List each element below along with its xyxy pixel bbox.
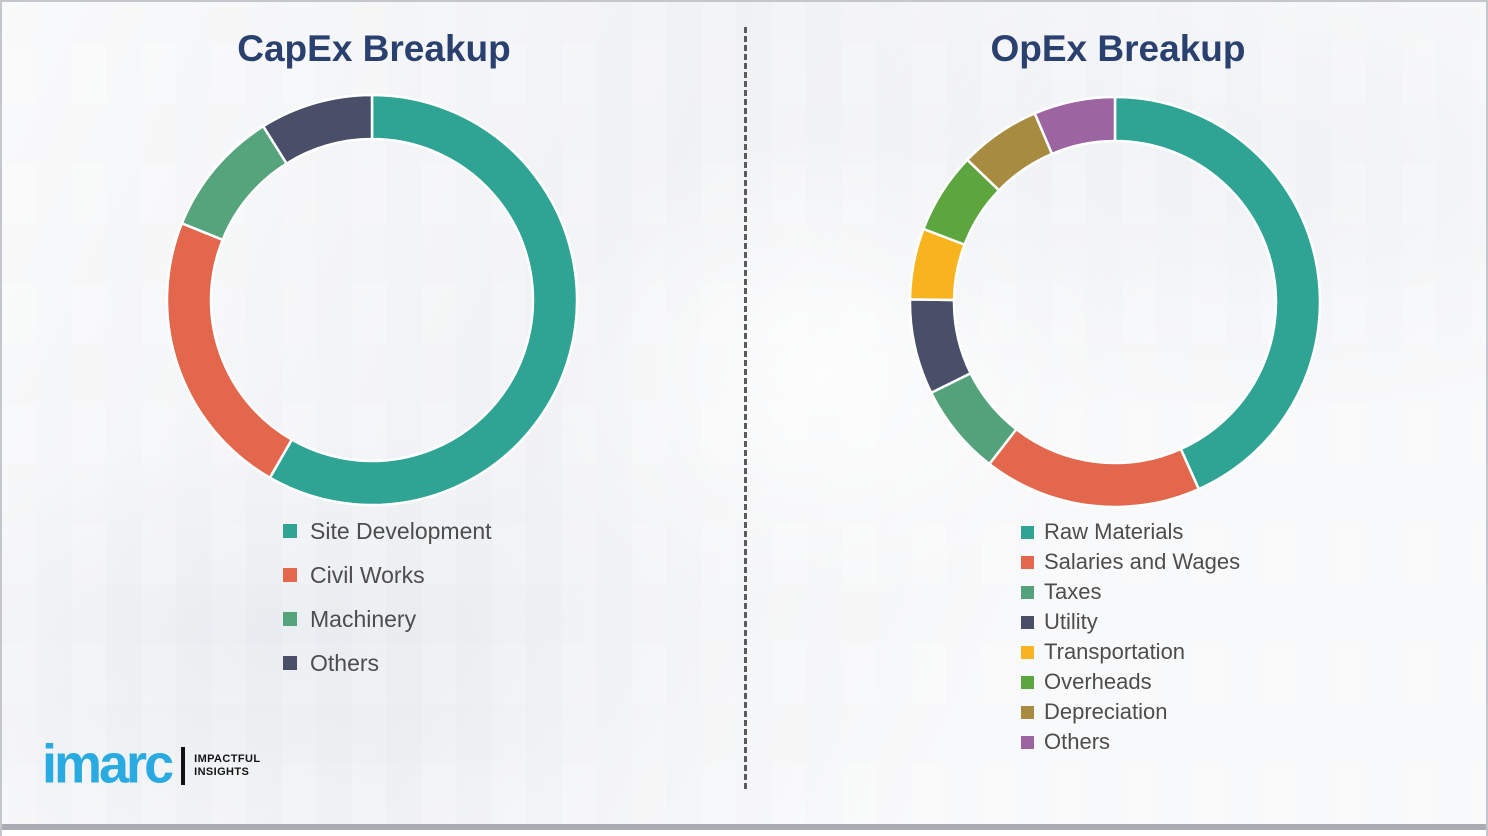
panel-divider-dashed-line [744,27,747,789]
legend-label: Civil Works [310,561,425,588]
legend-item-others: Others [1021,727,1240,757]
donut-segment-utility [908,298,972,395]
legend-label: Utility [1044,609,1098,634]
donut-segment-site-development [268,93,579,507]
legend-swatch-others [283,656,297,670]
donut-segment-civil-works [165,222,294,479]
legend-label: Taxes [1044,579,1102,604]
bottom-border-band [2,824,1486,830]
legend-swatch-salaries-and-wages [1021,555,1034,569]
legend-item-site-development: Site Development [283,509,492,553]
legend-label: Machinery [310,605,417,632]
legend-swatch-site-development [283,524,297,538]
legend-label: Site Development [310,517,492,544]
donut-segment-others [262,93,374,165]
legend-label: Raw Materials [1044,519,1184,544]
legend-item-transportation: Transportation [1021,637,1240,667]
legend-swatch-civil-works [283,568,297,582]
legend-label: Others [310,649,380,676]
legend-item-salaries-and-wages: Salaries and Wages [1021,547,1240,577]
legend-item-civil-works: Civil Works [283,553,492,597]
opex-donut-chart [908,95,1322,509]
donut-segment-others [1033,95,1117,156]
legend-label: Transportation [1044,639,1186,664]
legend-swatch-raw-materials [1021,525,1034,539]
imarc-logo: imarc IMPACTFUL INSIGHTS [42,733,260,795]
legend-item-taxes: Taxes [1021,577,1240,607]
capex-legend: Site Development Civil Works Machinery Othe… [283,509,492,685]
opex-legend: Raw Materials Salaries and Wages Taxes Util… [1021,517,1240,757]
legend-label: Others [1044,729,1111,754]
donut-segment-salaries-and-wages [988,427,1201,509]
legend-label: Depreciation [1044,699,1168,724]
logo-divider-bar [181,747,186,785]
legend-swatch-utility [1021,615,1034,629]
legend-swatch-taxes [1021,585,1034,599]
legend-swatch-overheads [1021,675,1034,689]
legend-item-utility: Utility [1021,607,1240,637]
legend-label: Overheads [1044,669,1152,694]
legend-item-machinery: Machinery [283,597,492,641]
logo-tagline: IMPACTFUL INSIGHTS [194,753,260,779]
legend-item-overheads: Overheads [1021,667,1240,697]
legend-item-depreciation: Depreciation [1021,697,1240,727]
capex-donut-chart [165,93,579,507]
capex-chart-title: CapEx Breakup [237,28,511,69]
legend-swatch-others [1021,735,1034,749]
donut-segment-machinery [180,124,288,242]
logo-tagline-line1: IMPACTFUL [194,753,261,765]
legend-swatch-transportation [1021,645,1034,659]
legend-label: Salaries and Wages [1044,549,1241,574]
opex-chart-title: OpEx Breakup [990,28,1246,69]
legend-item-others: Others [283,641,492,685]
legend-item-raw-materials: Raw Materials [1021,517,1240,547]
logo-tagline-line2: INSIGHTS [194,766,250,778]
legend-swatch-depreciation [1021,705,1034,719]
imarc-logo-text: imarc [42,733,174,795]
legend-swatch-machinery [283,612,297,626]
donut-segment-raw-materials [1113,95,1322,491]
